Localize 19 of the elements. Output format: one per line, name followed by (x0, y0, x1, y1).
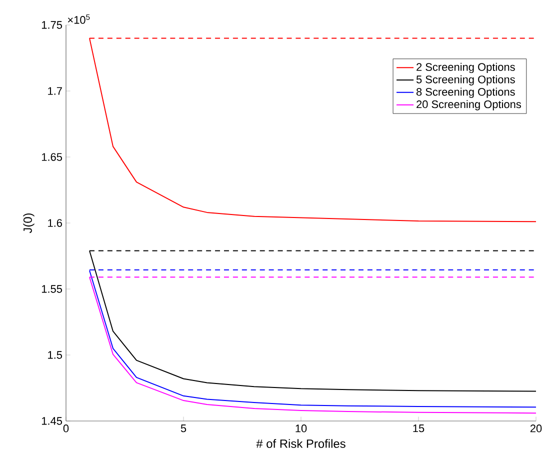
y-axis-title: J(0) (23, 213, 34, 234)
y-tick-label: 1.75 (42, 21, 62, 29)
x-tick-label: 5 (180, 424, 186, 432)
legend-label: 8 Screening Options (416, 88, 515, 98)
y-tick-label: 1.55 (42, 285, 62, 293)
x-axis-title: # of Risk Profiles (256, 439, 346, 448)
y-tick-label: 1.45 (42, 417, 62, 425)
y-tick-label: 1.65 (42, 153, 62, 161)
x-tick-label: 0 (63, 424, 69, 432)
y-tick-label: 1.5 (48, 351, 62, 359)
y-tick-label: 1.6 (48, 219, 62, 227)
x-tick-label: 10 (296, 424, 307, 432)
legend-label: 20 Screening Options (416, 100, 521, 110)
x-tick-label: 15 (413, 424, 424, 432)
x-tick-label: 20 (530, 424, 542, 432)
y-tick-label: 1.7 (48, 87, 62, 95)
text: ×10$^{5}$ (68, 14, 90, 24)
legend-label: 5 Screening Options (416, 75, 515, 86)
legend-label: 2 Screening Options (416, 62, 515, 74)
